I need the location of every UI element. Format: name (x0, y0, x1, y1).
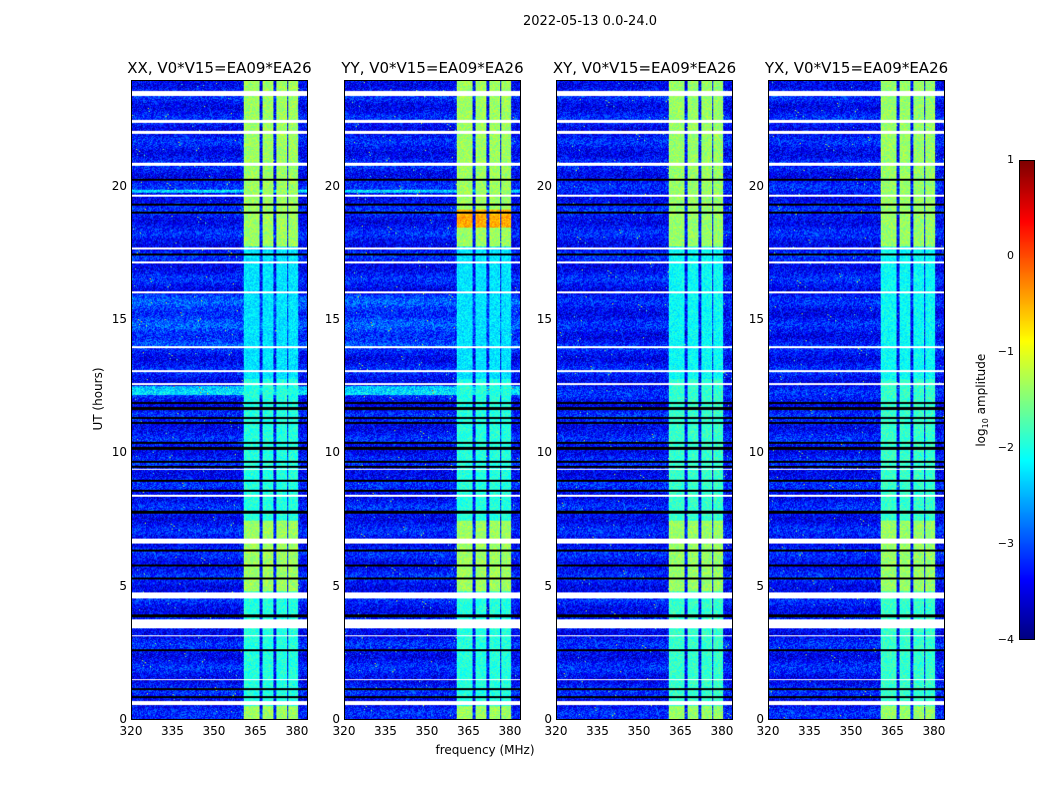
x-tick-label: 365 (244, 724, 267, 738)
y-tick-label: 15 (324, 312, 340, 326)
x-tick-label: 380 (498, 724, 522, 738)
panel-title: YY, V0*V15=EA09*EA26 (341, 59, 524, 77)
panel-title: XY, V0*V15=EA09*EA26 (552, 59, 737, 77)
figure-title: 2022-05-13 0.0-24.0 (523, 14, 657, 29)
colorbar-tick-label: −2 (997, 441, 1014, 454)
y-tick-label: 15 (536, 312, 552, 326)
x-tick-label: 350 (202, 724, 226, 738)
x-axis-label: frequency (MHz) (435, 743, 535, 757)
colorbar-tick-label: −4 (997, 633, 1014, 646)
x-tick-label: 350 (839, 724, 863, 738)
x-tick-label: 380 (922, 724, 946, 738)
x-tick-label: 350 (627, 724, 651, 738)
y-tick-label: 10 (536, 445, 552, 460)
y-tick-label: 15 (748, 312, 764, 326)
y-tick-label: 20 (536, 178, 552, 193)
x-tick-label: 365 (669, 724, 692, 738)
x-tick-label: 365 (881, 724, 904, 738)
colorbar-tick-label: −3 (997, 537, 1014, 550)
y-tick-label: 5 (756, 578, 764, 593)
x-tick-label: 335 (374, 724, 397, 738)
x-tick-label: 350 (415, 724, 439, 738)
panel-title: YX, V0*V15=EA09*EA26 (764, 59, 949, 77)
y-tick-label: 5 (544, 578, 552, 593)
heatmap-panel-0 (131, 80, 308, 720)
x-tick-label: 320 (756, 724, 780, 738)
y-tick-label: 20 (748, 178, 764, 193)
y-tick-label: 5 (332, 578, 340, 593)
y-tick-label: 0 (756, 712, 764, 726)
y-tick-label: 10 (111, 445, 127, 460)
colorbar-tick-label: 0 (1007, 249, 1014, 262)
y-tick-label: 0 (119, 712, 127, 726)
y-tick-label: 20 (324, 178, 340, 193)
y-tick-label: 15 (111, 312, 127, 326)
x-tick-label: 320 (332, 724, 356, 738)
x-tick-label: 335 (586, 724, 609, 738)
y-tick-label: 10 (748, 445, 764, 460)
colorbar-tick-label: 1 (1007, 153, 1014, 166)
colorbar (1019, 160, 1035, 640)
x-tick-label: 380 (710, 724, 734, 738)
heatmap-panel-2 (556, 80, 733, 720)
y-tick-label: 5 (119, 578, 127, 593)
x-tick-label: 320 (119, 724, 143, 738)
y-tick-label: 0 (544, 712, 552, 726)
y-tick-label: 10 (324, 445, 340, 460)
heatmap-panel-3 (768, 80, 945, 720)
y-tick-label: 20 (111, 178, 127, 193)
panel-title: XX, V0*V15=EA09*EA26 (127, 59, 312, 77)
x-tick-label: 320 (544, 724, 568, 738)
x-tick-label: 335 (798, 724, 821, 738)
x-tick-label: 335 (161, 724, 184, 738)
y-tick-label: 0 (332, 712, 340, 726)
x-tick-label: 380 (285, 724, 309, 738)
colorbar-label: log10 amplitude (973, 353, 991, 447)
y-axis-label: UT (hours) (91, 367, 105, 431)
heatmap-panel-1 (344, 80, 521, 720)
colorbar-tick-label: −1 (997, 345, 1014, 358)
x-tick-label: 365 (457, 724, 480, 738)
